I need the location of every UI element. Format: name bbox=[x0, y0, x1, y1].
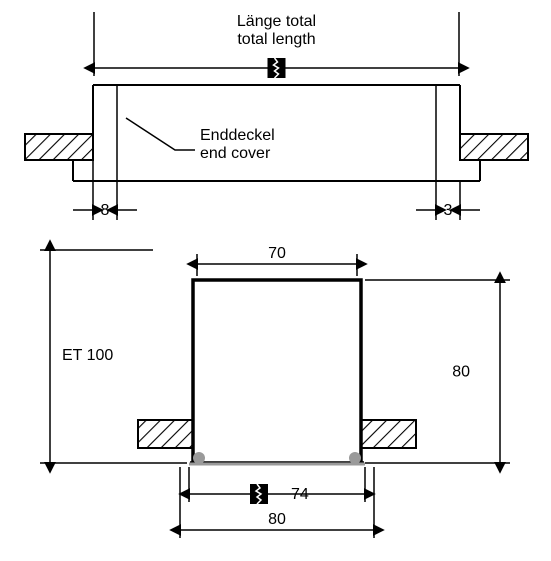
drawing: Länge totaltotal length Enddeckelend cove… bbox=[0, 0, 551, 561]
dim-label: 80 bbox=[268, 511, 286, 528]
bead-left bbox=[193, 452, 205, 464]
leader-endcover bbox=[126, 118, 195, 150]
dim-3-label: 3 bbox=[444, 202, 453, 219]
label-et100: ET 100 bbox=[62, 347, 113, 364]
flange-left-top bbox=[25, 134, 93, 160]
diagram-root: Länge totaltotal length Enddeckelend cove… bbox=[0, 0, 551, 561]
dim-74-label: 74 bbox=[291, 486, 309, 503]
flange-right-bottom bbox=[361, 420, 416, 448]
bead-right bbox=[349, 452, 361, 464]
flange-right-top bbox=[460, 134, 528, 160]
label-enddeckel: Enddeckel bbox=[200, 127, 275, 144]
profile-section bbox=[193, 280, 361, 463]
dim-label: 70 bbox=[268, 245, 286, 262]
title-en: total length bbox=[237, 31, 315, 48]
title-de: Länge total bbox=[237, 13, 316, 30]
dim-80h-label: 80 bbox=[452, 364, 470, 381]
label-endcover: end cover bbox=[200, 145, 271, 162]
dim-8-label: 8 bbox=[101, 202, 110, 219]
flange-left-bottom bbox=[138, 420, 193, 448]
